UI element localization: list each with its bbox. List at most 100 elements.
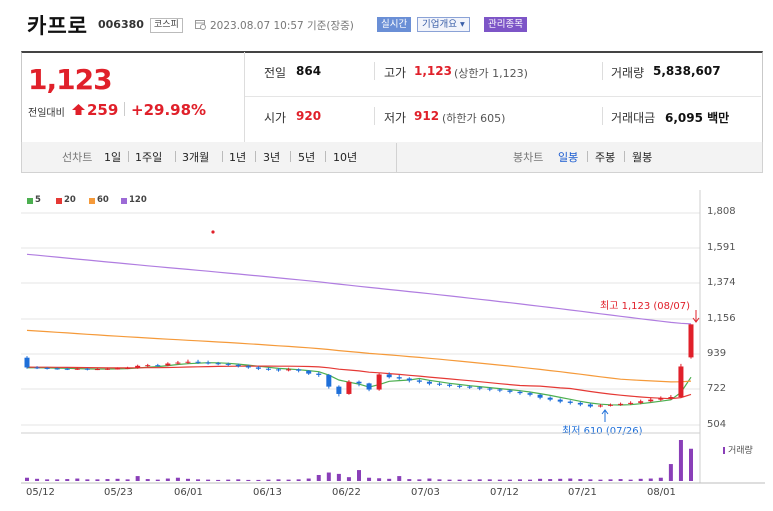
divider: [374, 107, 375, 125]
volume-bar: [276, 479, 281, 481]
volume-bar: [85, 479, 90, 481]
low-arrowhead-icon: [601, 409, 609, 415]
company-overview-dropdown[interactable]: 기업개요 ▾: [417, 17, 470, 32]
prev-close-value: 864: [296, 64, 322, 78]
volume-bar: [387, 478, 392, 481]
tab-1week[interactable]: 1주일: [135, 151, 163, 164]
candle-body: [185, 361, 191, 363]
volume-bar: [517, 479, 522, 481]
divider: [374, 62, 375, 80]
volume-bar: [336, 473, 341, 481]
open-value: 920: [296, 109, 322, 123]
volume-bar: [357, 470, 361, 481]
candle-body: [346, 381, 352, 394]
volume-bar: [437, 479, 442, 481]
tab-3year[interactable]: 3년: [263, 151, 281, 164]
realtime-button[interactable]: 실시간: [377, 17, 412, 32]
candle-body: [24, 357, 30, 368]
volume-bar: [266, 479, 271, 481]
tab-monthly-candle[interactable]: 월봉: [632, 151, 653, 164]
volume-bar: [447, 479, 452, 481]
volume-bar: [497, 479, 502, 481]
volume-bar: [568, 478, 573, 481]
prev-close-label: 전일: [264, 66, 287, 80]
divider: [602, 62, 603, 80]
candle-body: [356, 381, 362, 384]
legend-swatch-ma60: [89, 198, 95, 204]
tab-5year[interactable]: 5년: [298, 151, 316, 164]
low-value: 912: [414, 109, 440, 123]
quote-datetime: 2023.08.07 10:57 기준(장중): [210, 20, 354, 32]
legend-swatch-ma120: [121, 198, 127, 204]
legend-ma5: 5: [35, 195, 41, 205]
volume-bar: [377, 478, 382, 481]
managed-stock-badge[interactable]: 관리종목: [484, 17, 527, 32]
volume-bar: [608, 479, 613, 481]
tab-1year[interactable]: 1년: [229, 151, 247, 164]
stock-name: 카프로: [27, 14, 88, 38]
volume-bar: [256, 479, 261, 481]
y-tick-label: 1,591: [707, 242, 736, 253]
candle-body: [276, 369, 282, 371]
candle-body: [597, 405, 603, 407]
candle-body: [477, 387, 483, 389]
tab-divider: [128, 151, 129, 162]
candle-body: [447, 384, 453, 386]
y-tick-label: 504: [707, 419, 727, 430]
volume-bar: [528, 479, 533, 481]
x-tick-label: 05/23: [104, 487, 133, 498]
tab-10year[interactable]: 10년: [333, 151, 358, 164]
tab-divider: [222, 151, 223, 162]
tab-3month[interactable]: 3개월: [182, 151, 210, 164]
volume-bar: [558, 478, 563, 481]
legend-ma60: 60: [97, 195, 109, 205]
volume-bar: [155, 479, 160, 481]
market-badge: 코스피: [150, 18, 183, 33]
tab-1day[interactable]: 1일: [104, 151, 122, 164]
volume-bar: [427, 478, 432, 481]
divider: [602, 107, 603, 125]
divider: [244, 52, 245, 142]
candle-body: [567, 401, 573, 403]
volume-bar: [75, 478, 80, 481]
candle-body: [135, 365, 141, 368]
candle-body: [205, 362, 211, 364]
x-tick-label: 07/12: [490, 487, 519, 498]
candle-body: [104, 368, 110, 370]
candle-body: [175, 362, 181, 364]
candle-body: [44, 367, 50, 369]
volume-bar: [105, 479, 110, 481]
x-tick-label: 06/22: [332, 487, 361, 498]
candle-body: [115, 368, 121, 370]
candle-body: [406, 378, 412, 381]
volume-bar: [638, 478, 643, 481]
candle-body: [145, 365, 151, 367]
tab-daily-candle[interactable]: 일봉: [558, 151, 579, 164]
volume-bar: [35, 478, 40, 481]
volume-bar: [346, 477, 351, 481]
chart-period-bar: [21, 142, 763, 173]
volume-axis-label: 거래량: [723, 443, 753, 456]
candle-body: [457, 385, 463, 387]
legend-swatch-ma20: [56, 198, 62, 204]
volume-bar: [246, 479, 251, 481]
candle-body: [618, 403, 624, 405]
x-tick-label: 07/03: [411, 487, 440, 498]
candle-body: [668, 397, 674, 399]
volume-bar: [296, 479, 301, 481]
candle-body: [537, 394, 543, 398]
candle-body: [155, 365, 161, 367]
y-tick-label: 939: [707, 348, 727, 359]
legend-ma120: 120: [129, 195, 147, 205]
volume-bar: [467, 479, 472, 481]
volume-bar: [678, 440, 683, 481]
candle-body: [225, 363, 231, 365]
volume-bar: [226, 479, 231, 481]
candle-body: [306, 370, 312, 374]
x-tick-label: 05/12: [26, 487, 55, 498]
candle-body: [487, 388, 493, 390]
volume-bar: [538, 478, 543, 481]
volume-bar: [115, 478, 120, 481]
tab-divider: [325, 151, 326, 162]
tab-weekly-candle[interactable]: 주봉: [595, 151, 616, 164]
